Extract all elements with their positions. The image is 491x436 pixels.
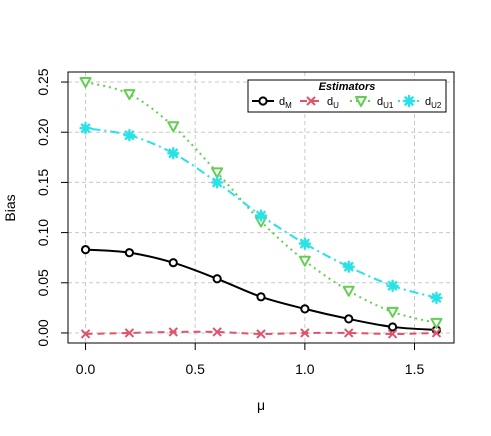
point-dU2 [167,147,180,160]
point-dU2 [386,279,399,292]
point-dU [344,328,354,338]
point-dM [344,314,354,324]
point-dU1 [298,255,311,267]
point-dM [124,248,135,258]
series-dU2 [79,122,443,305]
legend: Estimators dM dU dU1 dU2 [247,79,447,113]
point-dM [387,322,398,332]
point-dU2 [79,122,92,135]
legend-label: dU2 [425,96,442,110]
point-dU1 [342,285,355,297]
point-dM [300,304,310,314]
x-tick-label: 1.0 [295,361,315,377]
y-axis-title: Bias [2,194,18,221]
point-dU2 [210,176,224,189]
legend-marker [355,96,367,107]
point-dU1 [386,306,399,318]
point-dU [124,328,135,338]
y-tick-label: 0.25 [35,68,51,95]
legend-marker [306,96,316,106]
series-dU1 [79,77,443,329]
point-dU2 [254,209,268,222]
legend-entry-dU2: dU2 [398,94,442,110]
series-dU [80,327,442,339]
series-line-dU [85,330,437,335]
point-dM [80,245,91,255]
legend-title: Estimators [319,81,376,93]
series-dM [80,245,442,335]
y-tick-label: 0.20 [35,118,51,145]
y-tick-label: 0.05 [35,269,51,296]
legend-label: dM [279,96,292,110]
series-line-dM [85,248,437,331]
legend-label: dU1 [377,96,394,110]
point-dU [168,327,178,337]
point-dM [256,292,266,302]
point-dU1 [211,167,224,179]
point-dU2 [298,237,312,250]
x-tick-label: 0.0 [76,361,96,377]
x-tick-label: 0.5 [185,361,205,377]
legend-label: dU [327,96,339,110]
point-dU2 [123,129,136,142]
point-dU [212,327,222,337]
y-tick-label: 0.00 [35,319,51,346]
point-dU [431,328,442,338]
point-dU2 [430,291,443,305]
series-layer [79,77,443,339]
legend-entry-dU1: dU1 [350,96,394,110]
point-dU1 [79,77,92,89]
legend-entry-dU: dU [300,96,339,110]
y-tick-label: 0.10 [35,219,51,246]
y-tick-label: 0.15 [35,169,51,196]
point-dU [387,329,398,339]
point-dM [212,274,222,284]
series-line-dU1 [85,81,437,324]
grid [68,72,454,343]
legend-entry-dM: dM [252,96,292,110]
x-tick-label: 1.5 [405,361,425,377]
plot-box [67,71,455,344]
point-dM [168,258,178,268]
legend-box [247,79,447,113]
point-dU [80,329,91,339]
x-axis-title: μ [257,397,265,413]
point-dU1 [430,317,443,329]
point-dU2 [342,260,355,273]
point-dU1 [123,89,136,101]
y-axis: 0.00 0.05 0.10 0.15 0.20 0.25 [35,68,68,347]
point-dU1 [167,121,180,133]
x-axis: 0.0 0.5 1.0 1.5 [76,343,425,377]
legend-marker [402,94,416,108]
point-dU [300,328,310,338]
legend-marker [258,96,268,106]
point-dU [256,329,266,339]
